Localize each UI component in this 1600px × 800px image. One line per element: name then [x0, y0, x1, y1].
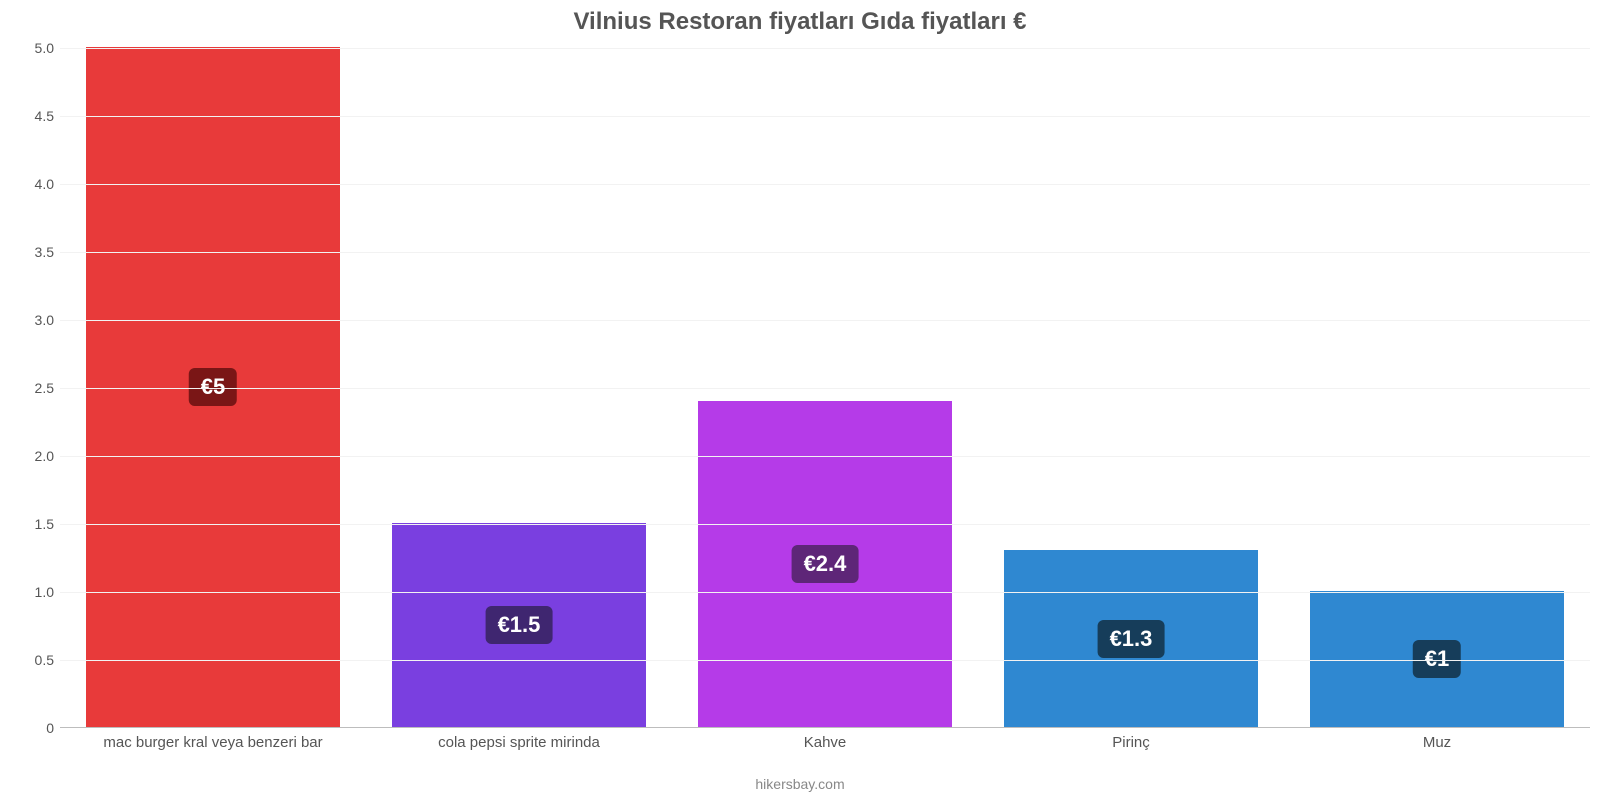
gridline — [60, 456, 1590, 457]
bar: €1.5 — [392, 523, 646, 727]
y-tick-label: 3.5 — [10, 244, 54, 260]
y-tick-label: 3.0 — [10, 312, 54, 328]
x-tick-label: Pirinç — [1112, 734, 1150, 751]
gridline — [60, 592, 1590, 593]
y-tick-label: 2.5 — [10, 380, 54, 396]
gridline — [60, 116, 1590, 117]
x-tick-label: Kahve — [804, 734, 847, 751]
x-tick-label: Muz — [1423, 734, 1451, 751]
y-tick-label: 4.0 — [10, 176, 54, 192]
bar: €1 — [1310, 591, 1564, 727]
y-tick-label: 5.0 — [10, 40, 54, 56]
y-tick-label: 1.0 — [10, 584, 54, 600]
plot-area: €5€1.5€2.4€1.3€1 00.51.01.52.02.53.03.54… — [60, 48, 1590, 728]
price-bar-chart: Vilnius Restoran fiyatları Gıda fiyatlar… — [0, 0, 1600, 800]
gridline — [60, 184, 1590, 185]
value-badge: €1.3 — [1098, 620, 1165, 658]
value-badge: €1.5 — [486, 606, 553, 644]
gridline — [60, 660, 1590, 661]
x-tick-label: mac burger kral veya benzeri bar — [103, 734, 322, 751]
bar: €1.3 — [1004, 550, 1258, 727]
value-badge: €1 — [1413, 640, 1461, 678]
x-tick-label: cola pepsi sprite mirinda — [438, 734, 600, 751]
gridline — [60, 388, 1590, 389]
bar: €5 — [86, 47, 340, 727]
gridline — [60, 48, 1590, 49]
gridline — [60, 524, 1590, 525]
gridline — [60, 252, 1590, 253]
chart-source: hikersbay.com — [0, 776, 1600, 792]
y-tick-label: 0 — [10, 720, 54, 736]
value-badge: €5 — [189, 368, 237, 406]
bar: €2.4 — [698, 401, 952, 727]
gridline — [60, 320, 1590, 321]
y-tick-label: 4.5 — [10, 108, 54, 124]
y-tick-label: 1.5 — [10, 516, 54, 532]
chart-title: Vilnius Restoran fiyatları Gıda fiyatlar… — [0, 8, 1600, 36]
value-badge: €2.4 — [792, 545, 859, 583]
y-tick-label: 2.0 — [10, 448, 54, 464]
y-tick-label: 0.5 — [10, 652, 54, 668]
